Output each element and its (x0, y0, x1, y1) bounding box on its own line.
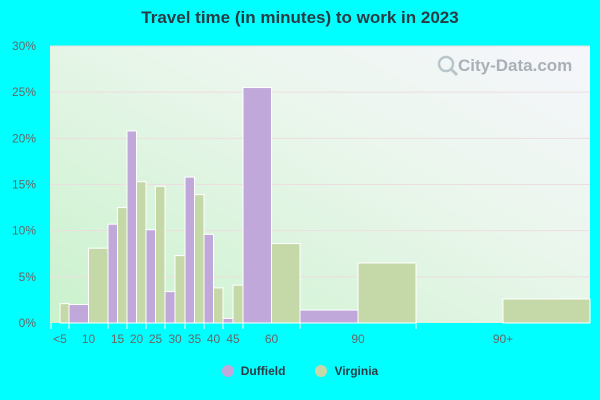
x-tick-label: 25 (149, 332, 163, 346)
bar-virginia (117, 207, 128, 324)
legend-label: Virginia (334, 364, 379, 378)
bar-duffield (107, 223, 118, 324)
bar-virginia (136, 181, 147, 324)
x-tick-label: 20 (130, 332, 144, 346)
chart-title: Travel time (in minutes) to work in 2023 (141, 8, 459, 27)
x-tick-label: 60 (265, 332, 279, 346)
bar-duffield (68, 304, 89, 324)
y-tick-label: 15% (12, 178, 36, 192)
x-tick-label: 10 (82, 332, 96, 346)
bar-duffield (184, 176, 195, 324)
x-tick-label: 45 (226, 332, 240, 346)
watermark-text: City-Data.com (458, 56, 572, 75)
bar-virginia (271, 243, 301, 324)
x-tick-label: 30 (168, 332, 182, 346)
bar-duffield (222, 317, 234, 324)
bar-duffield (203, 233, 214, 324)
bar-duffield (145, 229, 156, 324)
bar-virginia (59, 303, 70, 324)
y-tick-label: 0% (19, 316, 37, 330)
bar-virginia (194, 194, 205, 324)
x-tick-label: 15 (111, 332, 125, 346)
bar-virginia (155, 185, 166, 324)
bar-duffield (242, 87, 272, 324)
x-tick-label: 40 (207, 332, 221, 346)
legend: Duffield Virginia (0, 364, 600, 378)
bar-virginia (502, 298, 591, 324)
y-tick-label: 10% (12, 224, 36, 238)
legend-label: Duffield (240, 364, 286, 378)
bar-duffield (299, 309, 359, 324)
legend-swatch (315, 365, 328, 377)
bar-virginia (357, 262, 417, 324)
bar-virginia (174, 255, 186, 324)
watermark: City-Data.com (437, 55, 572, 77)
y-tick-label: 25% (12, 85, 36, 99)
bar-virginia (232, 284, 244, 324)
bar-duffield (164, 291, 176, 324)
x-tick-label: 90+ (493, 332, 513, 346)
bar-virginia (88, 247, 109, 324)
x-tick-label: 90 (351, 332, 365, 346)
y-tick-label: 30% (12, 39, 36, 53)
bar-virginia (213, 287, 224, 324)
x-tick-label: <5 (53, 332, 67, 346)
y-tick-label: 20% (12, 131, 36, 145)
legend-swatch (221, 365, 234, 377)
y-tick-label: 5% (19, 270, 37, 284)
bar-duffield (126, 130, 137, 324)
legend-item-duffield[interactable]: Duffield (221, 364, 286, 378)
x-tick-label: 35 (188, 332, 202, 346)
legend-item-virginia[interactable]: Virginia (315, 364, 378, 378)
